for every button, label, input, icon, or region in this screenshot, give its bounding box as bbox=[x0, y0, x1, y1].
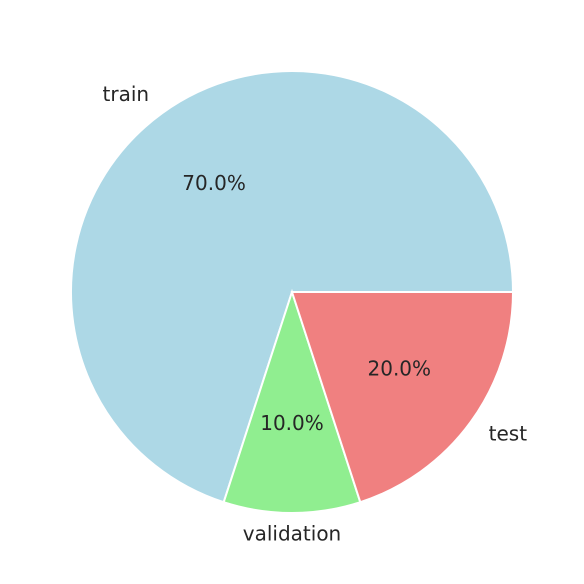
pie-percent-train: 70.0% bbox=[182, 171, 246, 195]
pie-slices bbox=[71, 71, 513, 513]
pie-percent-validation: 10.0% bbox=[260, 411, 324, 435]
pie-percent-test: 20.0% bbox=[368, 356, 432, 380]
pie-label-test: test bbox=[489, 421, 528, 445]
pie-label-validation: validation bbox=[243, 522, 341, 546]
pie-label-train: train bbox=[103, 82, 150, 106]
